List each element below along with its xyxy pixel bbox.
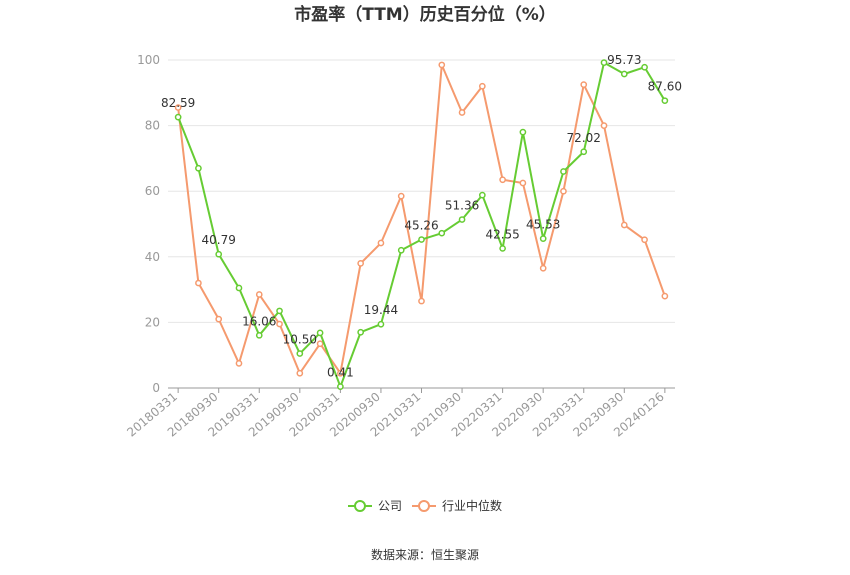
point-industry-median[interactable] [438, 61, 446, 69]
grid [168, 59, 675, 323]
point-company[interactable] [296, 350, 304, 357]
point-company[interactable] [357, 328, 365, 336]
point-company[interactable] [316, 329, 324, 337]
y-tick-label: 80 [145, 119, 160, 133]
series-layer [174, 59, 669, 391]
data-label-company: 82.59 [161, 96, 195, 110]
point-industry-median[interactable] [337, 369, 344, 377]
point-industry-median[interactable] [276, 320, 283, 328]
legend: 公司 行业中位数 [348, 498, 502, 513]
point-industry-median[interactable] [641, 236, 648, 244]
point-company[interactable] [458, 216, 466, 223]
point-company[interactable] [478, 191, 486, 199]
point-industry-median[interactable] [560, 187, 567, 195]
point-industry-median[interactable] [377, 239, 385, 247]
chart-title: 市盈率（TTM）历史百分位（%） [294, 4, 556, 25]
point-industry-median[interactable] [620, 221, 628, 229]
point-company[interactable] [235, 284, 243, 292]
point-company[interactable] [519, 128, 527, 136]
point-industry-median[interactable] [296, 369, 304, 377]
data-label-company: 45.26 [404, 219, 438, 233]
y-tick-label: 100 [137, 53, 160, 67]
data-label-company: 40.79 [202, 233, 236, 247]
point-industry-median[interactable] [661, 292, 669, 300]
data-label-company: 16.06 [242, 314, 276, 328]
point-industry-median[interactable] [174, 104, 182, 111]
point-industry-median[interactable] [255, 291, 263, 298]
legend-marker-industry-median [418, 500, 430, 512]
y-tick-label: 40 [145, 250, 160, 264]
data-label-company: 72.02 [567, 131, 601, 145]
point-industry-median[interactable] [418, 297, 425, 305]
point-industry-median[interactable] [316, 340, 324, 348]
data-label-company: 42.55 [485, 227, 519, 241]
y-tick-label: 0 [152, 381, 160, 395]
point-company[interactable] [174, 113, 182, 121]
point-company[interactable] [337, 383, 344, 391]
point-industry-median[interactable] [215, 315, 223, 323]
point-company[interactable] [600, 59, 608, 66]
y-tick-label: 60 [145, 184, 160, 198]
point-company[interactable] [276, 307, 283, 315]
point-industry-median[interactable] [539, 264, 547, 272]
point-company[interactable] [397, 246, 405, 254]
data-label-company: 51.36 [445, 199, 479, 213]
point-company[interactable] [499, 245, 506, 252]
point-company[interactable] [438, 229, 446, 237]
y-tick-label: 20 [145, 315, 160, 329]
data-label-company: 0.41 [327, 366, 354, 380]
legend-marker-company [354, 500, 366, 512]
data-label-company: 95.73 [607, 53, 641, 67]
data-labels: 82.59 40.79 16.06 10.50 0.41 19.44 45.26 51.36 4… [161, 53, 682, 380]
point-industry-median[interactable] [195, 279, 202, 287]
legend-item-company[interactable]: 公司 [348, 499, 402, 513]
data-label-company: 45.53 [526, 218, 560, 232]
point-industry-median[interactable] [499, 176, 506, 184]
point-industry-median[interactable] [519, 179, 527, 187]
data-source: 数据来源：恒生聚源 [371, 547, 479, 562]
point-company[interactable] [195, 164, 202, 172]
point-company[interactable] [255, 331, 263, 339]
point-company[interactable] [215, 250, 223, 258]
point-industry-median[interactable] [600, 122, 608, 129]
legend-label-company: 公司 [378, 499, 402, 513]
point-company[interactable] [418, 236, 425, 243]
legend-item-industry-median[interactable]: 行业中位数 [412, 498, 502, 513]
point-company[interactable] [377, 320, 385, 328]
point-industry-median[interactable] [580, 81, 588, 88]
legend-label-industry-median: 行业中位数 [442, 498, 502, 513]
point-company[interactable] [539, 235, 547, 243]
point-industry-median[interactable] [478, 82, 486, 90]
point-company[interactable] [620, 70, 628, 78]
point-industry-median[interactable] [235, 360, 243, 367]
data-label-company: 87.60 [648, 80, 682, 94]
point-company[interactable] [661, 97, 669, 105]
point-company[interactable] [560, 168, 567, 175]
point-industry-median[interactable] [357, 260, 365, 267]
data-label-company: 19.44 [364, 303, 398, 317]
data-label-company: 10.50 [283, 333, 317, 347]
point-industry-median[interactable] [458, 109, 466, 116]
point-company[interactable] [641, 63, 648, 71]
point-industry-median[interactable] [397, 192, 405, 200]
point-company[interactable] [580, 148, 588, 156]
